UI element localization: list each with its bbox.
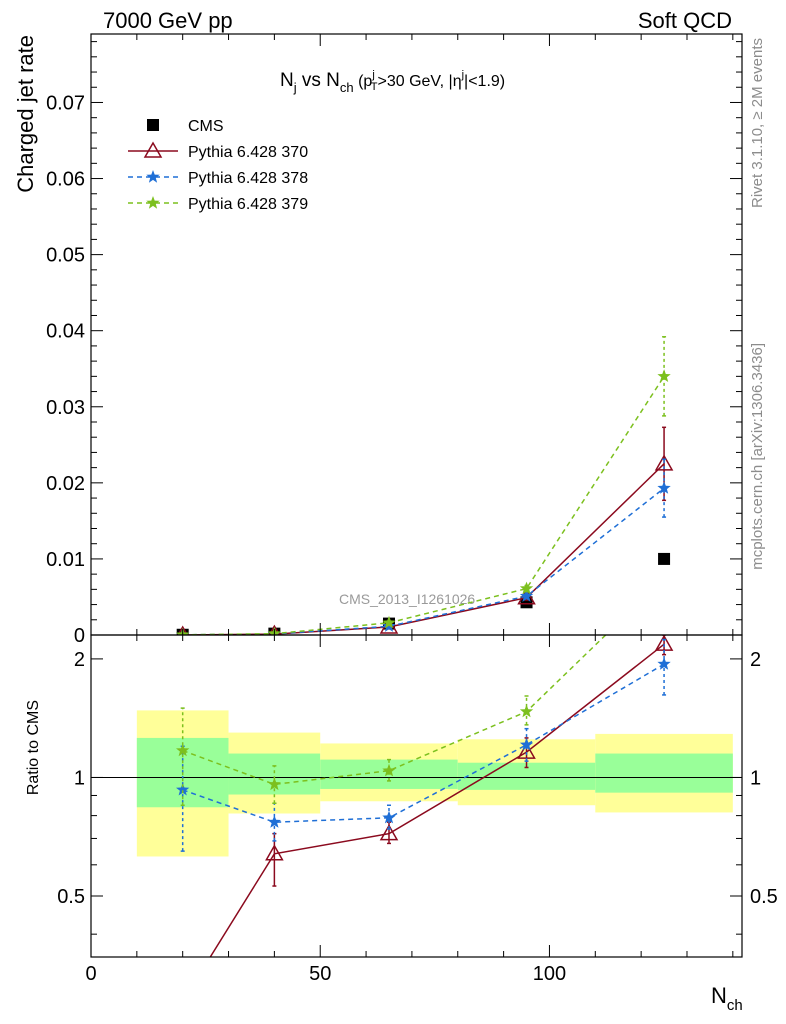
ratio-series-group	[175, 572, 674, 1007]
legend-label: Pythia 6.428 379	[188, 196, 308, 213]
data-point-p378	[657, 481, 671, 494]
ratio-point-p370	[265, 844, 284, 861]
rivet-label: Rivet 3.1.10, ≥ 2M events	[749, 38, 766, 208]
ratio-point-p379	[382, 763, 396, 777]
ratio-plot-frame	[90, 634, 743, 958]
ratio-point-p370	[517, 742, 536, 759]
main-ytick-label: 0.06	[46, 169, 85, 191]
data-point-p379	[519, 581, 534, 595]
legend: CMS Pythia 6.428 370 Pythia 6.428 378 Pythi…	[128, 118, 308, 213]
ratio-ytick-label: 2	[74, 649, 85, 671]
ratio-point-p378	[382, 810, 396, 824]
mcplots-label: mcplots.cern.ch [arXiv:1306.3436]	[749, 343, 766, 570]
legend-marker	[147, 119, 159, 131]
main-ylabel: Charged jet rate	[13, 35, 38, 193]
x-axis-label: Nch	[711, 983, 743, 1014]
ratio-point-p378	[657, 657, 671, 670]
series-line-p379	[182, 375, 665, 635]
ratio-point-p370	[379, 824, 399, 841]
analysis-watermark: CMS_2013_I1261026	[339, 591, 475, 607]
series-line-p378	[182, 487, 665, 635]
main-ytick-label: 0.05	[46, 245, 85, 267]
band-inner-1	[228, 753, 321, 795]
ratio-point-p379	[519, 704, 534, 718]
xtick-label: 50	[309, 963, 331, 985]
ratio-point-p378	[519, 737, 534, 751]
legend-label: Pythia 6.428 378	[188, 170, 308, 187]
plot-title: Nj vs Nch (pj T>30 GeV, |ηj|<1.9)	[280, 69, 505, 95]
legend-marker	[143, 141, 163, 158]
data-point-p378	[519, 589, 534, 602]
ratio-point-p378	[267, 815, 281, 828]
ratio-ytick-label-right: 2	[750, 649, 761, 671]
ratio-series-p370	[175, 635, 674, 1007]
series-p370	[177, 426, 674, 635]
data-point-p379	[382, 615, 396, 629]
ratio-ytick-label: 0.5	[57, 886, 85, 908]
legend-item-p370: Pythia 6.428 370	[128, 141, 308, 161]
band-inner-4	[595, 753, 733, 793]
ratio-line-p370	[209, 643, 665, 957]
legend-item-p379: Pythia 6.428 379	[128, 196, 308, 213]
data-point-p370	[654, 454, 674, 471]
legend-label: CMS	[188, 118, 224, 135]
ratio-series-p379	[176, 572, 670, 806]
main-ytick-label: 0.01	[46, 549, 85, 571]
ratio-series-p378	[176, 638, 671, 852]
ratio-line-p379	[182, 635, 607, 786]
ratio-point-p370	[175, 993, 191, 1007]
axes-group: 0 0.01 0.02 0.03 0.04 0.05 0.06 0.07 0 50 100 0.5 0.…	[46, 33, 778, 985]
data-point-cms	[658, 552, 671, 565]
ratio-point-p379	[176, 743, 190, 757]
xtick-label: 100	[533, 963, 566, 985]
ratio-uncertainty-bands	[91, 710, 742, 857]
legend-label: Pythia 6.428 370	[188, 144, 308, 161]
data-point-p379	[657, 369, 671, 382]
series-p378	[176, 458, 671, 635]
xtick-label: 0	[85, 963, 96, 985]
ratio-ytick-label-right: 1	[750, 767, 761, 789]
series-line-p370	[182, 463, 665, 635]
ratio-ylabel: Ratio to CMS	[25, 700, 42, 795]
ratio-point-p379	[657, 572, 670, 585]
header-left: 7000 GeV pp	[103, 8, 233, 33]
ratio-ytick-label: 1	[74, 767, 85, 789]
main-ytick-label: 0.03	[46, 397, 85, 419]
legend-item-p378: Pythia 6.428 378	[128, 170, 308, 187]
legend-item-cms: CMS	[147, 118, 224, 135]
legend-marker	[146, 170, 160, 183]
main-ytick-label: 0.07	[46, 92, 85, 114]
header-right: Soft QCD	[638, 8, 732, 33]
ratio-point-p378	[176, 782, 190, 796]
legend-marker	[146, 196, 160, 209]
main-ytick-label: 0.04	[46, 321, 85, 343]
ratio-point-p379	[267, 777, 281, 791]
main-ytick-label: 0.02	[46, 473, 85, 495]
ratio-ytick-label-right: 0.5	[750, 886, 778, 908]
main-ytick-label: 0	[74, 625, 85, 647]
